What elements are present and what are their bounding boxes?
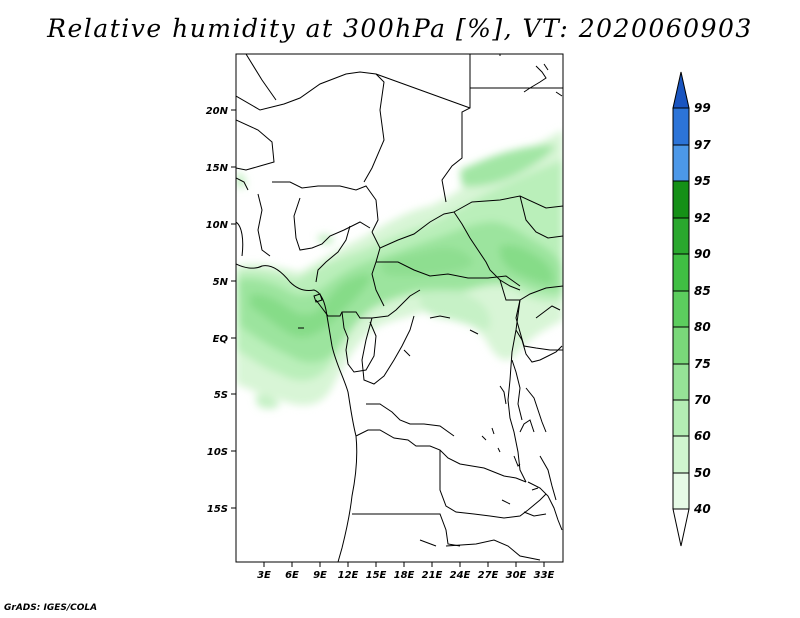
lat-label: 15S: [207, 504, 228, 515]
lon-label: 18E: [394, 570, 415, 581]
colorbar-bin: [672, 326, 690, 365]
lon-label: 21E: [422, 570, 443, 581]
colorbar-label: 75: [694, 357, 711, 371]
colorbar-label: 60: [694, 429, 711, 443]
lon-label: 12E: [338, 570, 359, 581]
colorbar-bin: [672, 290, 690, 328]
colorbar-top-triangle: [672, 71, 690, 109]
colorbar-bin: [672, 435, 690, 474]
lat-axis: 20N 15N 10N 5N EQ 5S 10S 15S: [206, 106, 236, 515]
lon-label: 15E: [366, 570, 387, 581]
lon-label: 3E: [257, 570, 271, 581]
colorbar-label: 95: [694, 174, 711, 188]
colorbar-bottom-triangle: [672, 508, 690, 547]
colorbar-label: 97: [694, 138, 711, 152]
colorbar-label: 80: [694, 320, 711, 334]
map-frame: [235, 53, 564, 563]
lon-label: 6E: [285, 570, 299, 581]
lon-label: 30E: [506, 570, 527, 581]
colorbar-label: 99: [694, 101, 711, 115]
lon-label: 27E: [478, 570, 499, 581]
colorbar-label: 90: [694, 247, 711, 261]
colorbar-bin: [672, 399, 690, 437]
lat-label: 15N: [206, 163, 229, 174]
lon-axis: 3E 6E 9E 12E 15E 18E 21E 24E 27E 30E 33E: [257, 562, 555, 581]
lat-label: 5S: [214, 390, 228, 401]
colorbar-label: 85: [694, 284, 711, 298]
lon-label: 33E: [534, 570, 555, 581]
lon-label: 24E: [450, 570, 471, 581]
colorbar-label: 50: [694, 466, 711, 480]
colorbar-label: 92: [694, 211, 711, 225]
colorbar-bin: [672, 363, 690, 401]
lat-label: 20N: [206, 106, 229, 117]
colorbar-bin: [672, 180, 690, 219]
colorbar-label: 70: [694, 393, 711, 407]
lat-label: 10N: [206, 220, 229, 231]
colorbar-bin: [672, 217, 690, 255]
colorbar: 40 50 60 70 75 80 85 90 92 95 97 99: [672, 71, 711, 547]
lat-label: 5N: [213, 277, 229, 288]
colorbar-label: 40: [693, 502, 711, 516]
lon-label: 9E: [313, 570, 327, 581]
map-title: Relative humidity at 300hPa [%], VT: 202…: [47, 14, 753, 43]
lat-label: 10S: [207, 447, 228, 458]
country-boundaries: [236, 54, 563, 562]
humidity-shading: [236, 130, 563, 409]
colorbar-bin: [672, 144, 690, 182]
colorbar-bin: [672, 472, 690, 510]
colorbar-bin: [672, 107, 690, 146]
lat-label: EQ: [213, 334, 229, 345]
grads-credit: GrADS: IGES/COLA: [4, 603, 98, 613]
colorbar-bin: [672, 253, 690, 292]
